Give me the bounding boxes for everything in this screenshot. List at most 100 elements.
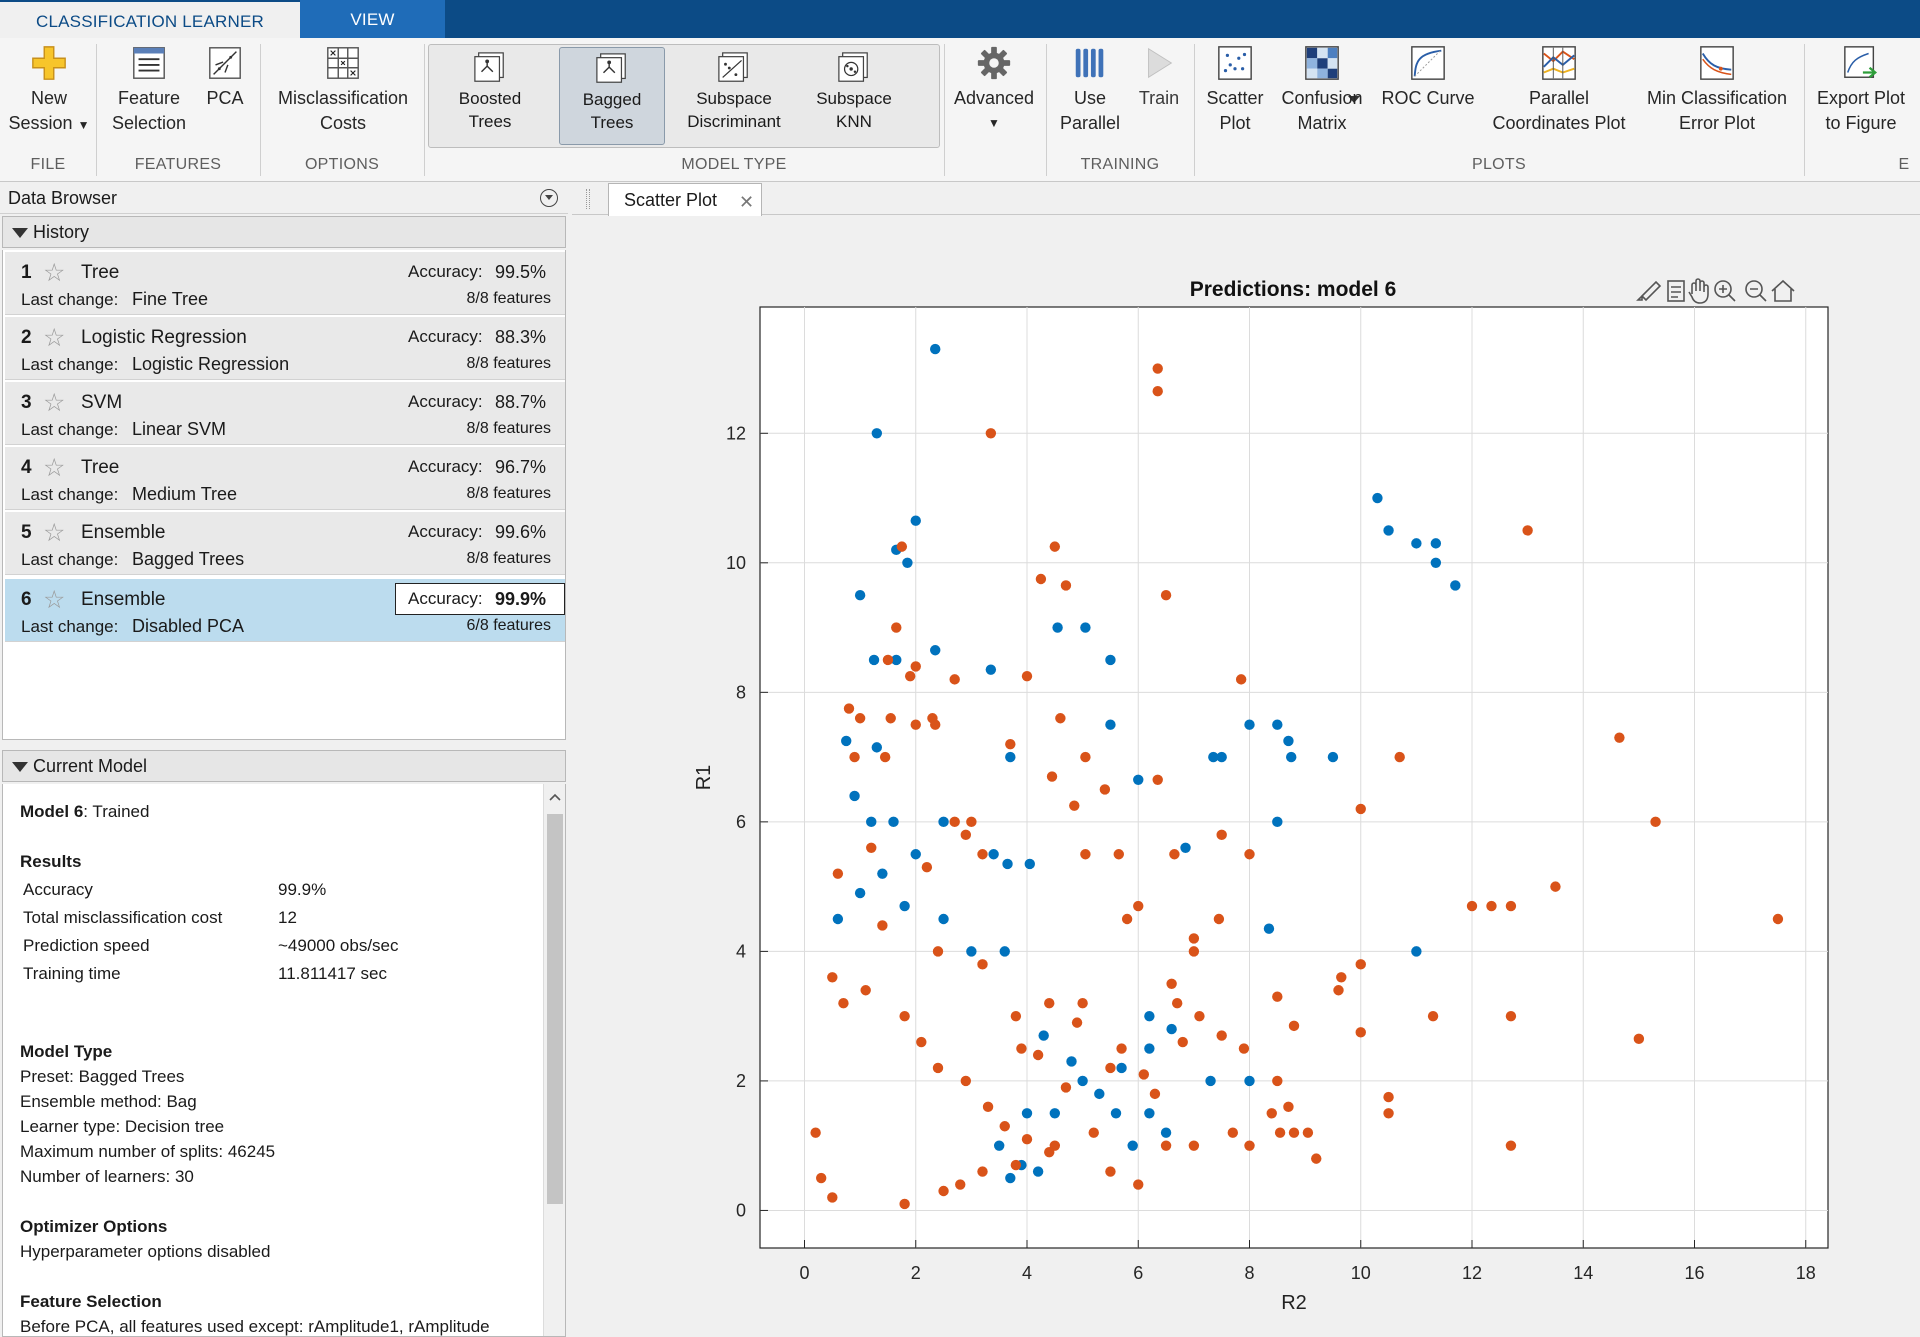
error-plot-icon xyxy=(1700,46,1734,80)
scrollbar-thumb[interactable] xyxy=(547,814,563,1204)
data-point xyxy=(896,541,908,552)
scroll-up-icon[interactable] xyxy=(549,792,561,804)
history-item[interactable]: 5 ☆ Ensemble Last change: Bagged Trees A… xyxy=(5,512,565,575)
model-type-heading: Model Type xyxy=(20,1042,113,1061)
zoom-out-icon[interactable] xyxy=(1745,280,1767,302)
data-point xyxy=(888,816,899,828)
data-point xyxy=(815,1172,827,1184)
model-type: SVM xyxy=(81,392,123,413)
new-session-label-1: New xyxy=(30,88,67,108)
plus-icon xyxy=(32,46,66,80)
subspace-knn-button[interactable]: Subspace KNN xyxy=(801,47,907,145)
bagged-label-2: Trees xyxy=(590,113,634,132)
new-session-button[interactable]: New Session ▼ xyxy=(6,44,92,138)
data-point xyxy=(1121,913,1133,925)
gallery-expand-icon[interactable] xyxy=(1343,85,1365,115)
data-point xyxy=(827,1192,838,1203)
star-icon[interactable]: ☆ xyxy=(43,586,66,614)
star-icon[interactable]: ☆ xyxy=(43,389,66,417)
data-point xyxy=(910,515,921,526)
roc-curve-button[interactable]: ROC Curve xyxy=(1378,44,1478,111)
feature-selection-button[interactable]: Feature Selection xyxy=(104,44,194,136)
scatter-plot-button[interactable]: Scatter Plot xyxy=(1198,44,1272,136)
y-tick-label: 6 xyxy=(736,812,746,832)
datatip-icon[interactable] xyxy=(1667,280,1685,302)
close-icon[interactable]: ✕ xyxy=(739,192,755,212)
data-point xyxy=(1171,997,1183,1009)
pan-hand-icon[interactable] xyxy=(1688,278,1709,304)
data-point xyxy=(921,861,933,873)
data-point xyxy=(871,428,883,439)
data-point xyxy=(885,713,896,724)
data-point xyxy=(985,664,997,675)
pca-button[interactable]: PCA xyxy=(200,44,250,111)
data-point xyxy=(1144,1010,1155,1022)
data-point xyxy=(1302,1127,1314,1138)
data-point xyxy=(966,816,977,828)
star-icon[interactable]: ☆ xyxy=(43,259,66,287)
vertical-scrollbar[interactable] xyxy=(543,784,565,1336)
history-label: History xyxy=(33,222,90,242)
tab-classification-learner[interactable]: CLASSIFICATION LEARNER xyxy=(0,0,300,38)
data-point xyxy=(1099,784,1111,795)
last-change-value: Logistic Regression xyxy=(132,354,290,374)
confusion-matrix-button[interactable]: Confusion Matrix xyxy=(1278,44,1366,136)
data-point xyxy=(838,997,849,1009)
scatter-plot[interactable]: Predictions: model 6 0 2 4 6 8 10 12 14 16 18 0 2 4 6… xyxy=(572,216,1920,1337)
current-model-section-header[interactable]: Current Model xyxy=(2,750,566,782)
data-point xyxy=(902,557,913,569)
export-plot-button[interactable]: Export Plot to Figure xyxy=(1810,44,1912,136)
train-button[interactable]: Train xyxy=(1132,44,1186,111)
data-point xyxy=(849,751,860,763)
history-item-selected[interactable]: 6 ☆ Ensemble Last change: Disabled PCA A… xyxy=(5,579,565,642)
drag-grip-icon[interactable] xyxy=(586,189,590,209)
data-point xyxy=(1069,800,1080,811)
data-point xyxy=(1002,858,1013,870)
result-value: 11.811417 sec xyxy=(278,964,388,983)
data-point xyxy=(1522,525,1533,536)
data-point xyxy=(1355,1027,1366,1038)
misclassification-costs-button[interactable]: Misclassification Costs xyxy=(268,44,418,136)
zoom-in-icon[interactable] xyxy=(1714,280,1736,302)
history-item[interactable]: 4 ☆ Tree Last change: Medium Tree Accura… xyxy=(5,447,565,510)
star-icon[interactable]: ☆ xyxy=(43,519,66,547)
use-parallel-button[interactable]: Use Parallel xyxy=(1054,44,1126,136)
brush-icon[interactable] xyxy=(1636,280,1662,302)
history-section-header[interactable]: History xyxy=(2,216,566,248)
history-item[interactable]: 3 ☆ SVM Last change: Linear SVM Accuracy… xyxy=(5,382,565,445)
features-count: 8/8 features xyxy=(466,355,552,372)
feature-selection-label-1: Feature xyxy=(117,88,181,108)
data-point xyxy=(1032,1166,1044,1177)
panel-menu-icon[interactable] xyxy=(540,189,558,207)
export-label-2: to Figure xyxy=(1825,113,1897,133)
pca-icon xyxy=(209,47,241,79)
data-point xyxy=(1216,751,1227,763)
boosted-trees-button[interactable]: Boosted Trees xyxy=(437,47,543,145)
export-label-1: Export Plot xyxy=(1816,88,1906,108)
star-icon[interactable]: ☆ xyxy=(43,454,66,482)
data-point xyxy=(1266,1108,1277,1119)
model-number: 6 xyxy=(21,589,32,610)
model-type-line: Number of learners: 30 xyxy=(20,1167,194,1186)
model-type: Ensemble xyxy=(81,589,166,610)
data-point xyxy=(1144,1108,1155,1119)
home-icon[interactable] xyxy=(1771,279,1795,302)
current-model-summary: Model 6: Trained Results Accuracy 99.9% … xyxy=(2,784,566,1337)
data-point xyxy=(1066,1056,1077,1067)
bagged-trees-button[interactable]: Bagged Trees xyxy=(559,47,665,145)
data-point xyxy=(832,913,844,925)
tab-scatter-plot[interactable]: Scatter Plot ✕ xyxy=(608,183,762,216)
data-point xyxy=(1094,1088,1105,1100)
x-tick-label: 4 xyxy=(1022,1263,1032,1283)
parallel-coordinates-button[interactable]: Parallel Coordinates Plot xyxy=(1488,44,1630,136)
tab-view[interactable]: VIEW xyxy=(300,0,445,38)
result-label: Accuracy xyxy=(23,880,93,899)
data-point xyxy=(1288,1020,1300,1032)
subspace-discriminant-button[interactable]: Subspace Discriminant xyxy=(674,47,794,145)
history-item[interactable]: 2 ☆ Logistic Regression Last change: Log… xyxy=(5,317,565,380)
min-classification-error-button[interactable]: Min Classification Error Plot xyxy=(1640,44,1794,136)
advanced-button[interactable]: Advanced ▼ xyxy=(948,44,1040,136)
data-point xyxy=(1005,751,1016,763)
star-icon[interactable]: ☆ xyxy=(43,324,66,352)
history-item[interactable]: 1 ☆ Tree Last change: Fine Tree Accuracy… xyxy=(5,252,565,315)
